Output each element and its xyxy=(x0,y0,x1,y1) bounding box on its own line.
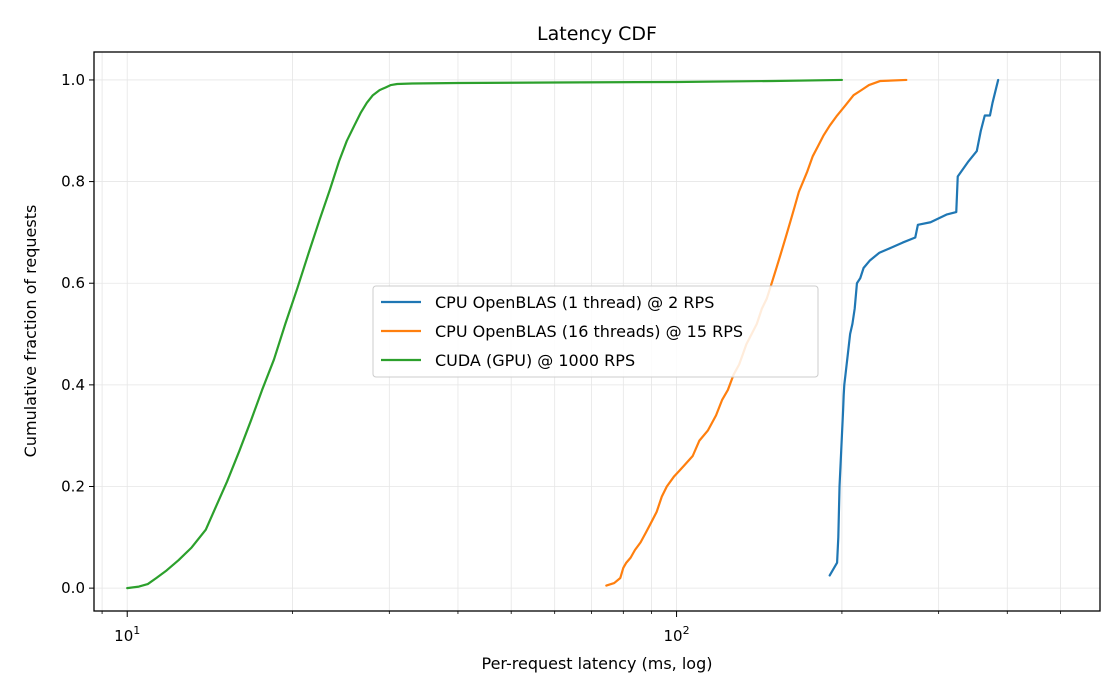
chart-title: Latency CDF xyxy=(537,23,657,45)
y-tick-label: 0.6 xyxy=(61,274,85,292)
x-tick-label: 102 xyxy=(664,624,690,645)
y-axis-label: Cumulative fraction of requests xyxy=(21,205,40,458)
series-line-3 xyxy=(126,78,844,590)
y-tick-label: 1.0 xyxy=(61,71,85,89)
y-tick-label: 0.4 xyxy=(61,376,85,394)
legend-label-2: CPU OpenBLAS (16 threads) @ 15 RPS xyxy=(435,322,743,341)
plot-frame xyxy=(93,51,1101,612)
y-tick-label: 0.2 xyxy=(61,477,85,495)
legend-box xyxy=(372,285,819,378)
x-axis-label: Per-request latency (ms, log) xyxy=(482,654,713,673)
legend: CPU OpenBLAS (1 thread) @ 2 RPS CPU OpenB… xyxy=(372,285,819,378)
series-line-1 xyxy=(828,78,1000,577)
legend-label-3: CUDA (GPU) @ 1000 RPS xyxy=(435,351,635,370)
y-tick-label: 0.8 xyxy=(61,173,85,191)
tick-layer: 0.0 0.2 0.4 0.6 0.8 1.0 101 102 xyxy=(61,71,1061,645)
x-tick-label: 101 xyxy=(114,624,140,645)
legend-label-1: CPU OpenBLAS (1 thread) @ 2 RPS xyxy=(435,293,714,312)
y-tick-label: 0.0 xyxy=(61,579,85,597)
